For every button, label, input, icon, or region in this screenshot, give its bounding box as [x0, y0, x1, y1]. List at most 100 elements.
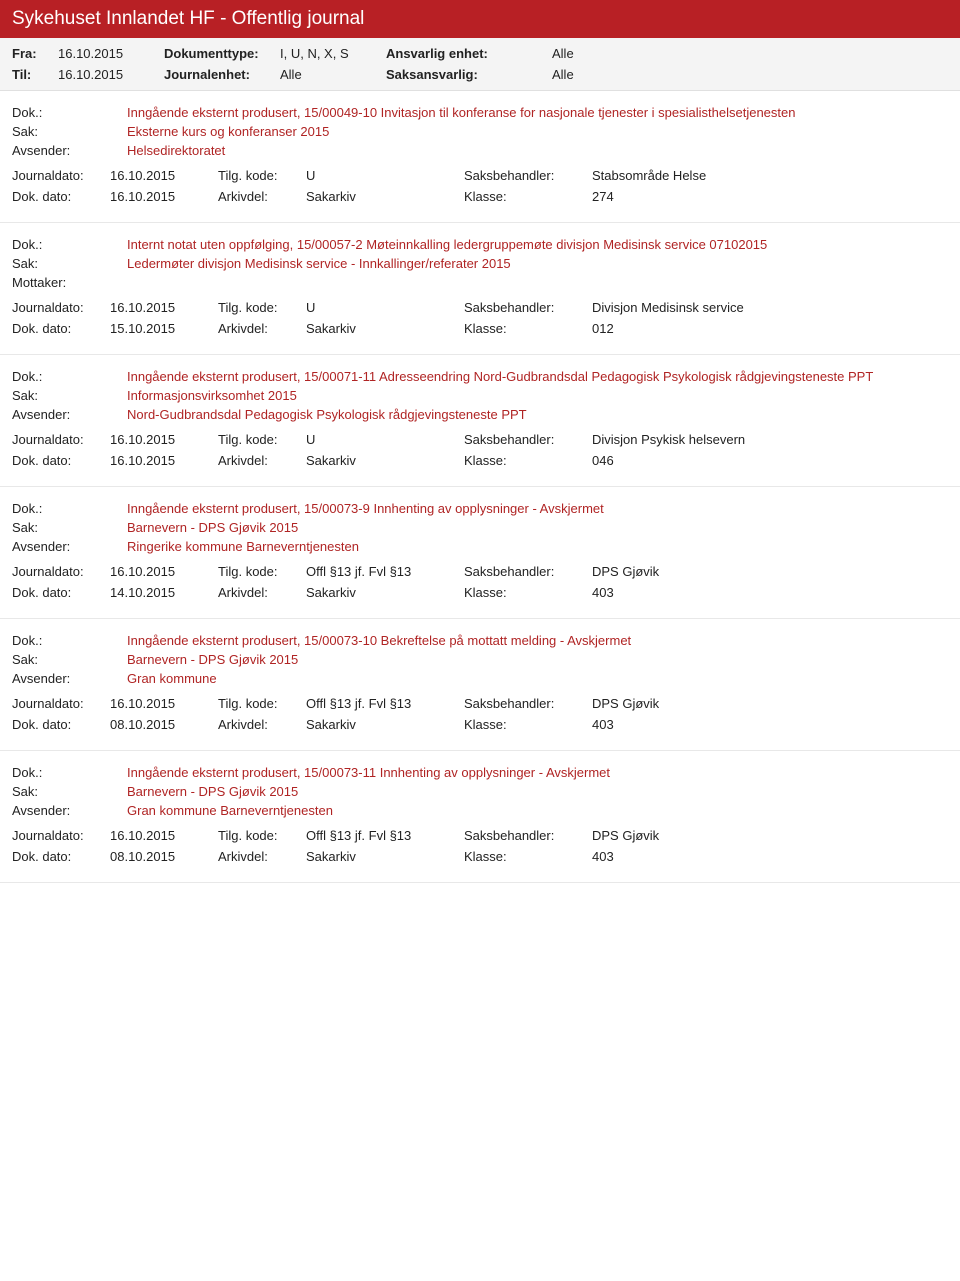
dok-label: Dok.:	[12, 237, 127, 252]
party-label: Avsender:	[12, 803, 127, 818]
journal-entry: Dok.: Inngående eksternt produsert, 15/0…	[0, 751, 960, 883]
dokdato-label: Dok. dato:	[12, 189, 102, 204]
dokdato-value: 16.10.2015	[110, 453, 210, 468]
sak-label: Sak:	[12, 652, 127, 667]
klasse-label: Klasse:	[464, 585, 584, 600]
filter-ansvarlig: Alle	[552, 46, 612, 61]
dok-label: Dok.:	[12, 369, 127, 384]
journaldato-label: Journaldato:	[12, 300, 102, 315]
arkivdel-value: Sakarkiv	[306, 189, 456, 204]
filter-saksansvarlig: Alle	[552, 67, 612, 82]
saksbeh-label: Saksbehandler:	[464, 300, 584, 315]
dok-label: Dok.:	[12, 633, 127, 648]
saksbeh-value: Divisjon Medisinsk service	[592, 300, 948, 315]
dokdato-label: Dok. dato:	[12, 717, 102, 732]
dokdato-value: 08.10.2015	[110, 717, 210, 732]
saksbeh-value: DPS Gjøvik	[592, 696, 948, 711]
journal-entry: Dok.: Inngående eksternt produsert, 15/0…	[0, 91, 960, 223]
arkivdel-label: Arkivdel:	[218, 189, 298, 204]
sak-label: Sak:	[12, 388, 127, 403]
dokdato-value: 15.10.2015	[110, 321, 210, 336]
tilgkode-label: Tilg. kode:	[218, 432, 298, 447]
filter-journalenhet: Alle	[280, 67, 380, 82]
journal-entry: Dok.: Internt notat uten oppfølging, 15/…	[0, 223, 960, 355]
tilgkode-label: Tilg. kode:	[218, 168, 298, 183]
filter-ansvarlig-label: Ansvarlig enhet:	[386, 46, 546, 61]
sak-label: Sak:	[12, 520, 127, 535]
party-value: Nord-Gudbrandsdal Pedagogisk Psykologisk…	[127, 407, 948, 422]
dok-title: Inngående eksternt produsert, 15/00073-1…	[127, 765, 948, 780]
tilgkode-label: Tilg. kode:	[218, 564, 298, 579]
saksbeh-value: Divisjon Psykisk helsevern	[592, 432, 948, 447]
tilgkode-value: Offl §13 jf. Fvl §13	[306, 564, 456, 579]
klasse-label: Klasse:	[464, 849, 584, 864]
saksbeh-value: DPS Gjøvik	[592, 828, 948, 843]
journal-entry: Dok.: Inngående eksternt produsert, 15/0…	[0, 355, 960, 487]
journaldato-value: 16.10.2015	[110, 432, 210, 447]
dok-label: Dok.:	[12, 765, 127, 780]
tilgkode-label: Tilg. kode:	[218, 828, 298, 843]
tilgkode-label: Tilg. kode:	[218, 300, 298, 315]
filter-doktype-label: Dokumenttype:	[164, 46, 274, 61]
sak-value: Eksterne kurs og konferanser 2015	[127, 124, 948, 139]
page-title: Sykehuset Innlandet HF - Offentlig journ…	[12, 8, 364, 29]
party-label: Avsender:	[12, 539, 127, 554]
journaldato-value: 16.10.2015	[110, 564, 210, 579]
arkivdel-label: Arkivdel:	[218, 321, 298, 336]
dokdato-value: 14.10.2015	[110, 585, 210, 600]
tilgkode-value: U	[306, 300, 456, 315]
dokdato-label: Dok. dato:	[12, 321, 102, 336]
journaldato-value: 16.10.2015	[110, 168, 210, 183]
journaldato-label: Journaldato:	[12, 564, 102, 579]
party-label: Avsender:	[12, 143, 127, 158]
sak-value: Ledermøter divisjon Medisinsk service - …	[127, 256, 948, 271]
arkivdel-label: Arkivdel:	[218, 453, 298, 468]
entries-container: Dok.: Inngående eksternt produsert, 15/0…	[0, 91, 960, 883]
dok-title: Internt notat uten oppfølging, 15/00057-…	[127, 237, 948, 252]
party-value: Helsedirektoratet	[127, 143, 948, 158]
klasse-value: 012	[592, 321, 948, 336]
arkivdel-label: Arkivdel:	[218, 717, 298, 732]
sak-value: Barnevern - DPS Gjøvik 2015	[127, 652, 948, 667]
saksbeh-value: Stabsområde Helse	[592, 168, 948, 183]
dok-title: Inngående eksternt produsert, 15/00049-1…	[127, 105, 948, 120]
saksbeh-value: DPS Gjøvik	[592, 564, 948, 579]
tilgkode-value: Offl §13 jf. Fvl §13	[306, 828, 456, 843]
party-label: Avsender:	[12, 407, 127, 422]
journaldato-value: 16.10.2015	[110, 828, 210, 843]
journaldato-label: Journaldato:	[12, 696, 102, 711]
saksbeh-label: Saksbehandler:	[464, 696, 584, 711]
filter-saksansvarlig-label: Saksansvarlig:	[386, 67, 546, 82]
saksbeh-label: Saksbehandler:	[464, 564, 584, 579]
dokdato-label: Dok. dato:	[12, 453, 102, 468]
dok-title: Inngående eksternt produsert, 15/00073-1…	[127, 633, 948, 648]
arkivdel-label: Arkivdel:	[218, 849, 298, 864]
klasse-label: Klasse:	[464, 717, 584, 732]
filter-journalenhet-label: Journalenhet:	[164, 67, 274, 82]
arkivdel-value: Sakarkiv	[306, 585, 456, 600]
klasse-label: Klasse:	[464, 453, 584, 468]
klasse-label: Klasse:	[464, 189, 584, 204]
saksbeh-label: Saksbehandler:	[464, 828, 584, 843]
dok-title: Inngående eksternt produsert, 15/00073-9…	[127, 501, 948, 516]
filter-til: 16.10.2015	[58, 67, 158, 82]
tilgkode-label: Tilg. kode:	[218, 696, 298, 711]
saksbeh-label: Saksbehandler:	[464, 168, 584, 183]
klasse-value: 046	[592, 453, 948, 468]
sak-value: Informasjonsvirksomhet 2015	[127, 388, 948, 403]
filter-fra-label: Fra:	[12, 46, 52, 61]
dokdato-label: Dok. dato:	[12, 849, 102, 864]
dokdato-value: 16.10.2015	[110, 189, 210, 204]
dokdato-label: Dok. dato:	[12, 585, 102, 600]
journaldato-label: Journaldato:	[12, 432, 102, 447]
page-header: Sykehuset Innlandet HF - Offentlig journ…	[0, 0, 960, 38]
klasse-label: Klasse:	[464, 321, 584, 336]
filter-til-label: Til:	[12, 67, 52, 82]
tilgkode-value: U	[306, 168, 456, 183]
dok-label: Dok.:	[12, 105, 127, 120]
party-label: Avsender:	[12, 671, 127, 686]
sak-label: Sak:	[12, 784, 127, 799]
sak-label: Sak:	[12, 256, 127, 271]
arkivdel-value: Sakarkiv	[306, 453, 456, 468]
sak-value: Barnevern - DPS Gjøvik 2015	[127, 784, 948, 799]
